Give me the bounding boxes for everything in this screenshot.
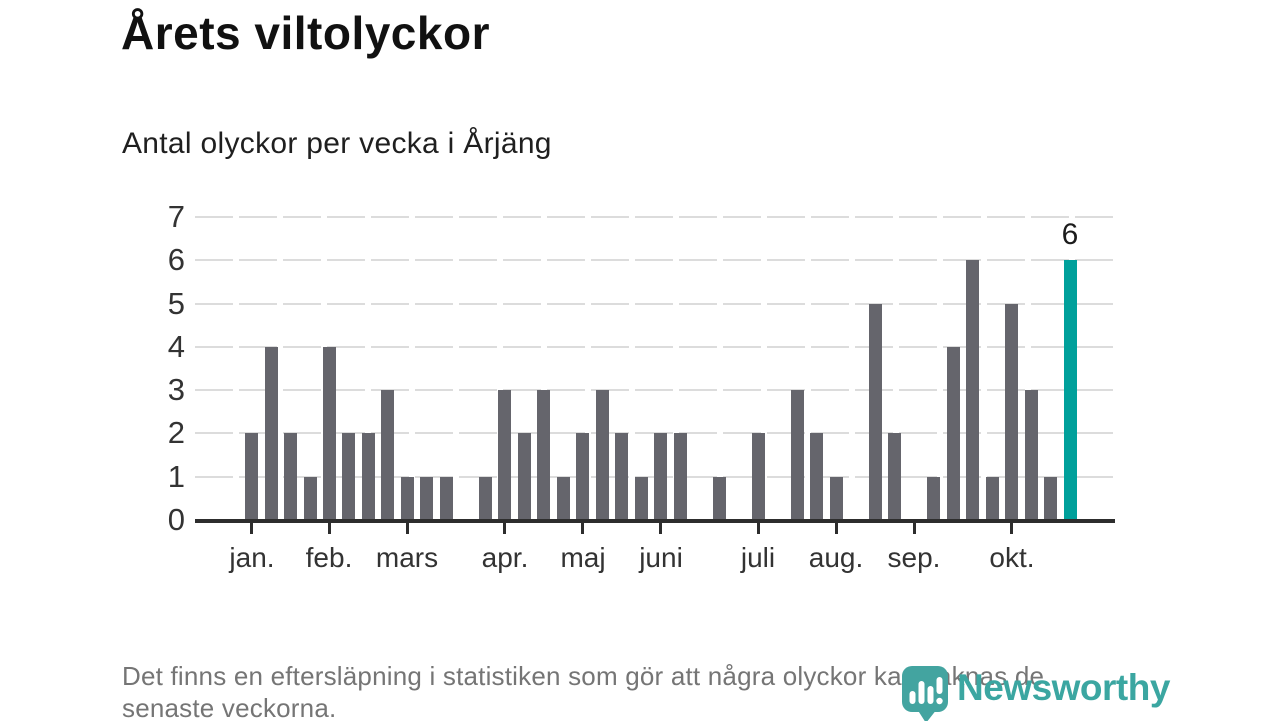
bar-week-4 — [303, 477, 317, 520]
x-tick-sep — [912, 523, 916, 534]
newsworthy-logo: Newsworthy — [901, 665, 1170, 721]
bar-week-31 — [829, 477, 843, 520]
bar-week-15 — [517, 433, 531, 520]
bar-week-20 — [615, 433, 629, 520]
gridline-y-6 — [195, 259, 1115, 261]
month-label-okt: okt. — [989, 542, 1035, 573]
bar-week-25 — [712, 477, 726, 520]
bar-week-38 — [966, 260, 980, 520]
month-label-juli: juli — [740, 542, 776, 573]
bar-week-14 — [498, 390, 512, 520]
x-tick-juli — [756, 523, 760, 534]
bar-week-5 — [323, 347, 336, 520]
bar-week-23 — [673, 433, 687, 520]
month-label-juni: juni — [639, 542, 683, 573]
x-tick-juni — [659, 523, 663, 534]
bar-week-27 — [751, 433, 765, 520]
y-axis-label-4: 4 — [167, 329, 185, 364]
x-tick-mars — [405, 523, 409, 534]
gridline-y-7 — [195, 216, 1115, 218]
page-title: Årets viltolyckor — [121, 7, 490, 59]
y-axis-label-0: 0 — [167, 502, 185, 537]
newsworthy-wordmark: Newsworthy — [957, 667, 1170, 708]
y-axis-label-6: 6 — [167, 242, 185, 277]
bar-value-annotation: 6 — [1061, 218, 1079, 251]
bar-week-40 — [1005, 304, 1019, 521]
x-tick-okt — [1010, 523, 1014, 534]
bar-week-11 — [439, 477, 453, 520]
bar-week-37 — [946, 347, 960, 520]
bar-week-7 — [361, 433, 375, 520]
bar-week-17 — [556, 477, 570, 520]
month-label-jan: jan. — [229, 542, 275, 573]
bar-week-13 — [478, 477, 492, 520]
bar-week-18 — [576, 433, 590, 520]
bar-week-1 — [245, 433, 258, 520]
bar-week-9 — [400, 477, 414, 520]
footer-note-line-2: senaste veckorna. — [122, 693, 337, 723]
month-label-mars: mars — [375, 542, 439, 573]
gridline-y-5 — [195, 303, 1115, 305]
bar-week-6 — [342, 433, 356, 520]
bar-week-43 — [1063, 260, 1077, 520]
bar-week-10 — [420, 477, 434, 520]
chart-subtitle: Antal olyckor per vecka i Årjäng — [122, 127, 552, 160]
bar-week-29 — [790, 390, 804, 520]
month-label-feb: feb. — [305, 542, 353, 573]
y-axis-label-2: 2 — [167, 415, 185, 450]
footer-note-line-1: Det finns en eftersläpning i statistiken… — [122, 661, 1045, 691]
bar-week-21 — [634, 477, 648, 520]
x-axis-line — [195, 519, 1115, 523]
month-label-aug: aug. — [808, 542, 864, 573]
y-axis-label-5: 5 — [167, 286, 185, 321]
newsworthy-pin-bar-chart-icon — [902, 666, 948, 721]
month-label-apr: apr. — [481, 542, 529, 573]
x-tick-maj — [581, 523, 585, 534]
bar-week-22 — [654, 433, 668, 520]
y-axis-label-3: 3 — [167, 372, 185, 407]
bar-week-33 — [868, 304, 882, 521]
bar-week-8 — [381, 390, 395, 520]
bar-week-3 — [284, 433, 297, 520]
y-axis-label-1: 1 — [167, 459, 185, 494]
bar-week-41 — [1024, 390, 1038, 520]
y-axis-label-7: 7 — [167, 199, 185, 234]
month-label-sep: sep. — [887, 542, 941, 573]
bar-week-34 — [888, 433, 902, 520]
x-tick-jan — [250, 523, 253, 534]
x-tick-apr — [503, 523, 507, 534]
bar-week-36 — [927, 477, 941, 520]
gridline-y-3 — [195, 389, 1115, 391]
bar-week-2 — [264, 347, 278, 520]
month-label-maj: maj — [560, 542, 606, 573]
bar-week-16 — [537, 390, 551, 520]
gridline-y-4 — [195, 346, 1115, 348]
x-tick-aug — [834, 523, 838, 534]
bar-week-30 — [810, 433, 824, 520]
bar-week-19 — [595, 390, 609, 520]
bar-week-42 — [1044, 477, 1058, 520]
x-tick-feb — [328, 523, 331, 534]
bar-week-39 — [985, 477, 999, 520]
